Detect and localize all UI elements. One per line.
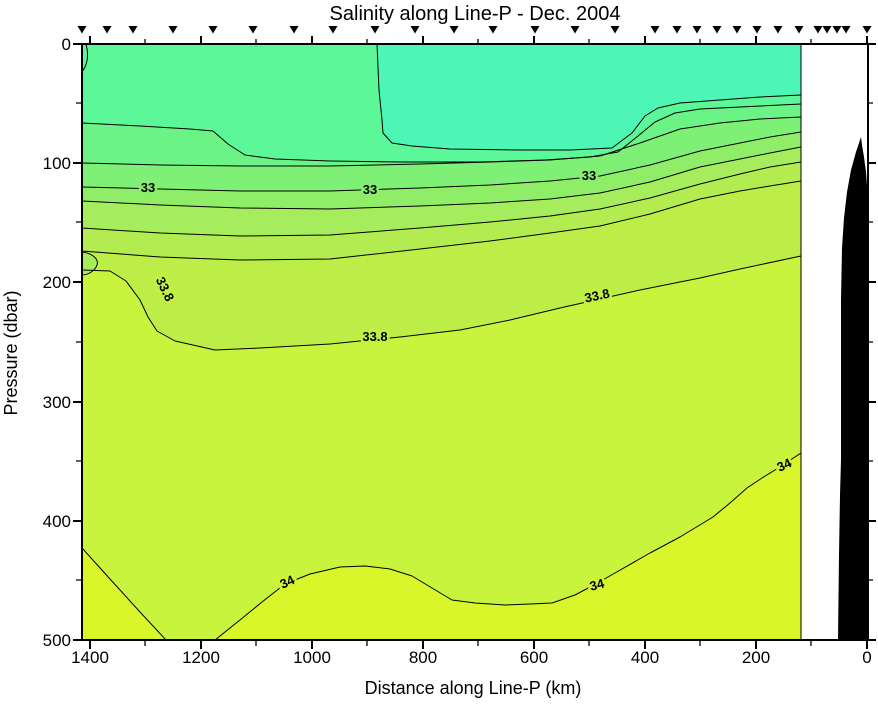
station-marker-icon	[208, 26, 218, 34]
station-marker-icon	[248, 26, 258, 34]
station-marker-icon	[410, 26, 420, 34]
x-tick-label: 600	[520, 648, 548, 667]
y-axis-tick-labels: 0 100 200 300 400 500	[43, 35, 71, 650]
plot-title: Salinity along Line-P - Dec. 2004	[330, 3, 621, 25]
station-marker-icon	[650, 26, 660, 34]
station-marker-icon	[77, 26, 87, 34]
y-tick-label: 300	[43, 393, 71, 412]
x-tick-label: 1000	[293, 648, 331, 667]
y-tick-label: 200	[43, 273, 71, 292]
station-marker-icon	[794, 26, 804, 34]
y-tick-label: 400	[43, 512, 71, 531]
station-marker-icon	[862, 26, 872, 34]
bathymetry-silhouette	[838, 137, 868, 640]
x-tick-label: 200	[742, 648, 770, 667]
contour-label-33: 33	[582, 168, 596, 183]
y-axis-label: Pressure (dbar)	[1, 290, 21, 415]
x-tick-label: 1400	[71, 648, 109, 667]
x-tick-label: 1200	[182, 648, 220, 667]
station-marker-icon	[289, 26, 299, 34]
station-marker-icon	[712, 26, 722, 34]
station-marker-icon	[813, 26, 823, 34]
station-marker-icon	[488, 26, 498, 34]
station-markers	[77, 26, 872, 34]
station-marker-icon	[732, 26, 742, 34]
station-marker-icon	[370, 26, 380, 34]
contour-label-33: 33	[141, 180, 155, 195]
x-tick-label: 0	[862, 648, 871, 667]
station-marker-icon	[672, 26, 682, 34]
station-marker-icon	[449, 26, 459, 34]
station-marker-icon	[841, 26, 851, 34]
station-marker-icon	[752, 26, 762, 34]
station-marker-icon	[168, 26, 178, 34]
station-marker-icon	[570, 26, 580, 34]
contour-label-33.8: 33.8	[362, 329, 387, 344]
x-axis-label: Distance along Line-P (km)	[365, 678, 582, 698]
x-axis-tick-labels: 1400 1200 1000 800 600 400 200 0	[71, 648, 872, 667]
station-marker-icon	[328, 26, 338, 34]
station-marker-icon	[692, 26, 702, 34]
y-tick-label: 100	[43, 154, 71, 173]
station-marker-icon	[102, 26, 112, 34]
station-marker-icon	[773, 26, 783, 34]
station-marker-icon	[610, 26, 620, 34]
station-marker-icon	[822, 26, 832, 34]
x-tick-label: 800	[409, 648, 437, 667]
contour-lines	[82, 44, 801, 640]
color-bands	[82, 44, 801, 640]
station-marker-icon	[832, 26, 842, 34]
axis-ticks	[73, 36, 876, 649]
y-tick-label: 500	[43, 631, 71, 650]
station-marker-icon	[530, 26, 540, 34]
y-tick-label: 0	[62, 35, 71, 54]
x-tick-label: 400	[631, 648, 659, 667]
station-marker-icon	[128, 26, 138, 34]
contour-label-33: 33	[363, 182, 377, 197]
